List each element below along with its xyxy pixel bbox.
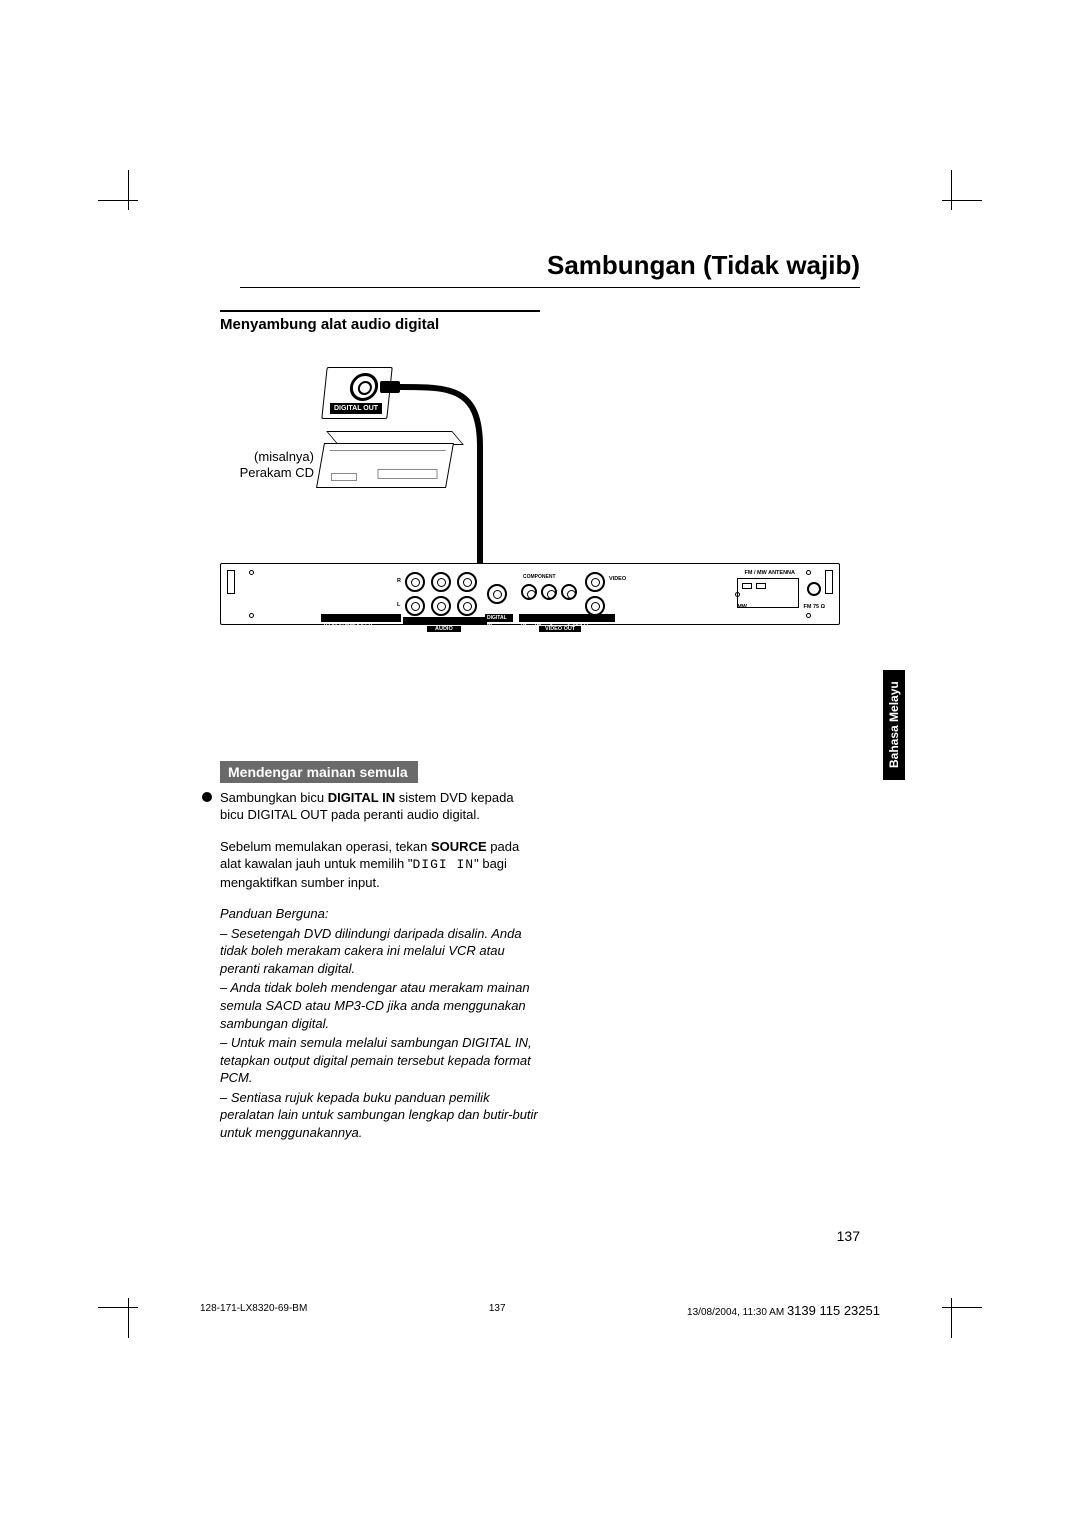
p1-bold: DIGITAL IN xyxy=(328,790,395,805)
body-column: Sambungkan bicu DIGITAL IN sistem DVD ke… xyxy=(220,789,540,1142)
section-rule xyxy=(220,310,540,312)
rca-jack xyxy=(561,584,577,600)
digital-strip: DIGITAL IN xyxy=(485,614,513,622)
digital-in-jack xyxy=(487,584,507,604)
device-caption: (misalnya) Perakam CD xyxy=(228,449,314,483)
body-paragraph: Sambungkan bicu DIGITAL IN sistem DVD ke… xyxy=(220,789,540,824)
language-tab: Bahasa Melayu xyxy=(883,670,905,780)
component-label: COMPONENT xyxy=(523,574,556,580)
screw-hole xyxy=(806,570,811,575)
rca-jack xyxy=(431,596,451,616)
device-caption-line1: (misalnya) xyxy=(254,449,314,464)
rca-jack xyxy=(457,572,477,592)
tip-item: – Untuk main semula melalui sambungan DI… xyxy=(220,1034,540,1087)
mw-label: MW xyxy=(737,604,747,610)
p2: Sebelum memulakan operasi, tekan SOURCE … xyxy=(220,838,540,892)
page-content: Sambungan (Tidak wajib) Menyambung alat … xyxy=(220,250,860,1141)
rca-jack xyxy=(541,584,557,600)
p2-prefix: Sebelum memulakan operasi, tekan xyxy=(220,839,431,854)
connection-diagram: DIGITAL OUT (misalnya) Perakam CD TO A xyxy=(220,363,840,673)
bracket-right xyxy=(825,570,833,594)
tips-heading: Panduan Berguna: xyxy=(220,905,540,923)
device-caption-line2: Perakam CD xyxy=(240,465,314,480)
tv-in-label: TV IN xyxy=(403,625,420,633)
label-l: L xyxy=(397,602,400,608)
print-footer: 128-171-LX8320-69-BM 137 13/08/2004, 11:… xyxy=(200,1303,880,1318)
footer-page: 137 xyxy=(489,1303,506,1318)
rear-panel: TO AV SUBWOOFER R L TV IN AUX IN LINE OU… xyxy=(220,563,840,625)
bullet-icon xyxy=(202,792,212,802)
footer-datetime: 13/08/2004, 11:30 AM xyxy=(687,1307,784,1318)
rca-jack xyxy=(585,596,605,616)
audio-label: AUDIO xyxy=(427,626,461,632)
rca-jack xyxy=(405,572,425,592)
screw-hole xyxy=(806,613,811,618)
crop-mark xyxy=(932,1288,972,1328)
bracket-left xyxy=(227,570,235,594)
crop-mark xyxy=(932,180,972,220)
fm75-label: FM 75 Ω xyxy=(803,604,825,610)
rca-jack xyxy=(405,596,425,616)
fm-mw-antenna-label: FM / MW ANTENNA xyxy=(744,570,795,576)
digital-out-label: DIGITAL OUT xyxy=(330,403,382,414)
footer-code: 3139 115 23251 xyxy=(787,1303,880,1318)
video-strip: Pr Pb Y S-VIDEO xyxy=(519,614,615,622)
p2-bold: SOURCE xyxy=(431,839,487,854)
tip-item: – Sentiasa rujuk kepada buku panduan pem… xyxy=(220,1089,540,1142)
digital-in-label: DIGITAL IN xyxy=(485,614,513,630)
label-r: R xyxy=(397,578,401,584)
rca-jack xyxy=(521,584,537,600)
footer-right: 13/08/2004, 11:30 AM 3139 115 23251 xyxy=(687,1303,880,1318)
rca-jack xyxy=(431,572,451,592)
video-out-label: VIDEO OUT xyxy=(539,626,581,632)
pr-label: Pr xyxy=(519,622,528,630)
page-title: Sambungan (Tidak wajib) xyxy=(240,250,860,288)
page-number: 137 xyxy=(837,1228,860,1244)
to-av-sub-label: TO AV SUBWOOFER xyxy=(321,622,374,630)
screw-hole xyxy=(249,570,254,575)
audio-strip: TV IN AUX IN LINE OUT xyxy=(403,617,487,625)
crop-mark xyxy=(108,180,148,220)
rca-jack xyxy=(457,596,477,616)
cd-recorder xyxy=(316,443,454,488)
p1-prefix: Sambungkan bicu xyxy=(220,790,328,805)
crop-mark xyxy=(108,1288,148,1328)
fm-jack xyxy=(807,582,821,596)
sub-strip: TO AV SUBWOOFER xyxy=(321,614,401,622)
rca-jack xyxy=(585,572,605,592)
subsection-heading: Mendengar mainan semula xyxy=(220,761,418,783)
tip-item: – Sesetengah DVD dilindungi daripada dis… xyxy=(220,925,540,978)
screw-hole xyxy=(249,613,254,618)
footer-doc-id: 128-171-LX8320-69-BM xyxy=(200,1303,307,1318)
section-heading: Menyambung alat audio digital xyxy=(220,316,860,333)
p1: Sambungkan bicu DIGITAL IN sistem DVD ke… xyxy=(220,789,540,824)
p2-mono: DIGI IN xyxy=(413,857,475,872)
video-small: VIDEO xyxy=(609,576,626,582)
tip-item: – Anda tidak boleh mendengar atau meraka… xyxy=(220,979,540,1032)
